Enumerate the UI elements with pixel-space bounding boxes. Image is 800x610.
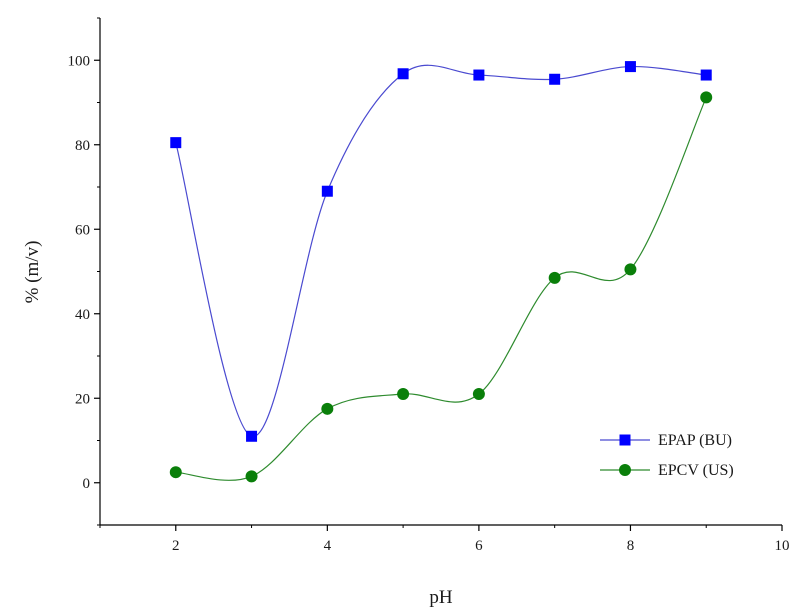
y-tick-label: 20: [75, 391, 90, 407]
legend-marker-1: [619, 434, 631, 446]
series-1-point: [473, 69, 485, 81]
series-2-point: [169, 466, 182, 479]
x-axis-ticks: 2 4 6 8 10: [99, 525, 790, 554]
series-1-point: [170, 137, 182, 149]
y-tick-label: 40: [75, 307, 90, 323]
y-tick-label: 100: [68, 53, 91, 69]
legend: EPAP (BU) EPCV (US): [600, 432, 734, 479]
series-1-point: [700, 69, 712, 81]
x-tick-label: 4: [324, 538, 332, 554]
x-tick-label: 8: [627, 538, 635, 554]
series-line-2: [175, 97, 707, 481]
series-2-point: [548, 271, 561, 284]
series-1-point: [624, 61, 636, 73]
series-2-point: [321, 402, 334, 415]
x-tick-label: 2: [172, 538, 180, 554]
legend-marker-2: [619, 464, 631, 476]
y-tick-label: 0: [83, 476, 91, 492]
series-2-point: [700, 91, 713, 104]
x-tick-label: 10: [775, 538, 790, 554]
series-2-point: [397, 388, 410, 401]
y-axis-ticks: 0 20 40 60 80 100: [68, 17, 100, 526]
legend-label-1: EPAP (BU): [658, 432, 732, 449]
series-1-point: [397, 68, 409, 80]
series-layer: [169, 61, 713, 483]
series-1-point: [246, 430, 258, 442]
series-2-point: [245, 470, 258, 483]
x-axis-title: pH: [429, 587, 453, 608]
y-tick-label: 60: [75, 222, 90, 238]
series-1-point: [321, 185, 333, 197]
y-tick-label: 80: [75, 138, 90, 154]
series-2-point: [472, 388, 485, 401]
series-line-1: [175, 64, 707, 437]
legend-label-2: EPCV (US): [658, 462, 734, 479]
series-1-point: [549, 73, 561, 85]
y-axis-title: % (m/v): [22, 241, 43, 304]
series-2-point: [624, 263, 637, 276]
x-tick-label: 6: [475, 538, 483, 554]
